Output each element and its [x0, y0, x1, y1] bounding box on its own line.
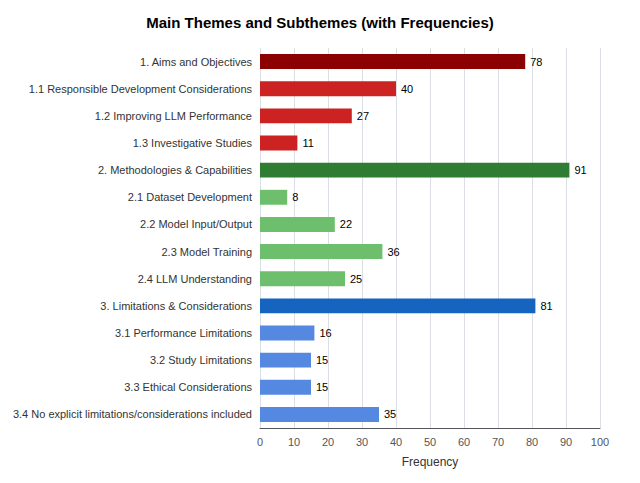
- svg-text:Frequency: Frequency: [402, 455, 459, 469]
- svg-text:36: 36: [387, 246, 399, 258]
- svg-text:40: 40: [390, 436, 402, 448]
- svg-text:100: 100: [591, 436, 609, 448]
- svg-text:1.3 Investigative Studies: 1.3 Investigative Studies: [133, 137, 253, 149]
- svg-text:1. Aims and Objectives: 1. Aims and Objectives: [140, 56, 252, 68]
- svg-text:40: 40: [401, 83, 413, 95]
- svg-text:0: 0: [257, 436, 263, 448]
- svg-text:16: 16: [319, 327, 331, 339]
- svg-text:15: 15: [316, 381, 328, 393]
- svg-text:27: 27: [357, 110, 369, 122]
- svg-text:2.4 LLM Understanding: 2.4 LLM Understanding: [138, 273, 252, 285]
- svg-text:81: 81: [540, 300, 552, 312]
- svg-text:50: 50: [424, 436, 436, 448]
- svg-text:78: 78: [530, 56, 542, 68]
- svg-text:1.1 Responsible Development Co: 1.1 Responsible Development Consideratio…: [29, 83, 253, 95]
- svg-text:3. Limitations & Consideration: 3. Limitations & Considerations: [100, 300, 252, 312]
- svg-text:3.3 Ethical Considerations: 3.3 Ethical Considerations: [124, 381, 252, 393]
- svg-text:90: 90: [560, 436, 572, 448]
- svg-text:80: 80: [526, 436, 538, 448]
- svg-text:35: 35: [384, 408, 396, 420]
- svg-text:2.2 Model Input/Output: 2.2 Model Input/Output: [140, 218, 252, 230]
- svg-text:15: 15: [316, 354, 328, 366]
- svg-text:30: 30: [356, 436, 368, 448]
- svg-text:25: 25: [350, 273, 362, 285]
- svg-text:3.4 No explicit limitations/co: 3.4 No explicit limitations/consideratio…: [13, 408, 252, 420]
- svg-text:11: 11: [302, 137, 313, 149]
- svg-text:8: 8: [292, 191, 298, 203]
- svg-text:2.1 Dataset Development: 2.1 Dataset Development: [128, 191, 252, 203]
- svg-text:60: 60: [458, 436, 470, 448]
- svg-text:2.3 Model Training: 2.3 Model Training: [162, 246, 253, 258]
- svg-text:22: 22: [340, 218, 352, 230]
- svg-text:3.2 Study Limitations: 3.2 Study Limitations: [150, 354, 253, 366]
- svg-text:3.1 Performance Limitations: 3.1 Performance Limitations: [115, 327, 252, 339]
- svg-text:10: 10: [288, 436, 300, 448]
- svg-text:Main Themes and Subthemes (wit: Main Themes and Subthemes (with Frequenc…: [146, 14, 494, 31]
- svg-text:2. Methodologies & Capabilitie: 2. Methodologies & Capabilities: [98, 164, 253, 176]
- svg-text:1.2 Improving LLM Performance: 1.2 Improving LLM Performance: [95, 110, 252, 122]
- svg-text:70: 70: [492, 436, 504, 448]
- svg-text:91: 91: [574, 164, 586, 176]
- svg-text:20: 20: [322, 436, 334, 448]
